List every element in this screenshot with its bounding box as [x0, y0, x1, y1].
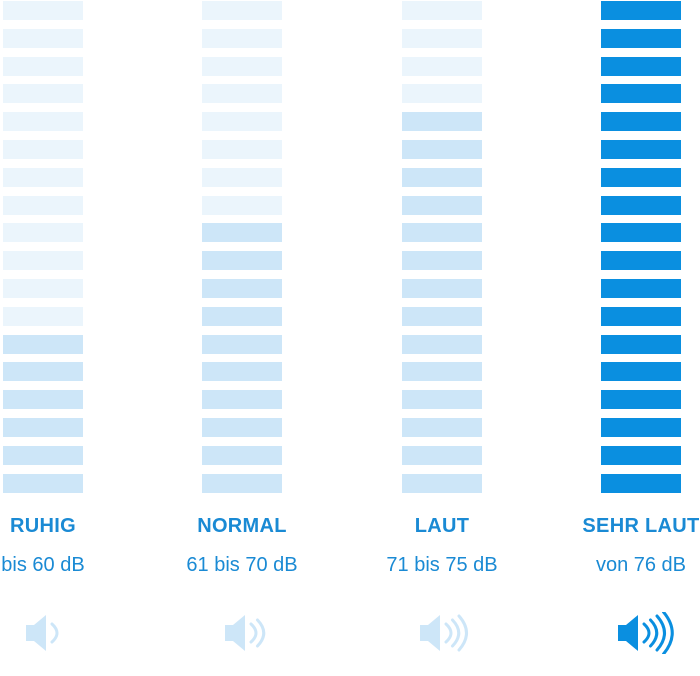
speaker-one-wave-icon	[25, 612, 85, 654]
level-range: 71 bis 75 dB	[386, 554, 498, 576]
meter-bar	[402, 112, 482, 132]
meter-bar	[601, 140, 681, 159]
meter-bar	[3, 140, 83, 159]
level-range: 61 bis 70 dB	[186, 554, 298, 576]
level-meter	[402, 0, 482, 500]
meter-bar	[402, 84, 482, 104]
meter-bar	[3, 251, 83, 271]
meter-bar	[601, 306, 681, 326]
meter-bar	[402, 56, 482, 76]
meter-bar	[3, 473, 83, 493]
level-range: von 76 dB	[595, 554, 687, 576]
meter-bar	[202, 56, 282, 76]
meter-bar	[601, 167, 681, 187]
meter-bar	[601, 195, 681, 215]
meter-bar	[3, 445, 83, 465]
level-range: bis 60 dB	[1, 554, 85, 576]
meter-bar	[601, 362, 681, 382]
meter-bar	[3, 418, 83, 437]
meter-bar	[601, 390, 681, 410]
meter-bar	[3, 56, 83, 76]
level-sehr-laut: SEHR LAUT von 76 dB	[541, 0, 700, 676]
meter-bar	[3, 279, 83, 298]
meter-bar	[601, 418, 681, 437]
meter-bar	[3, 84, 83, 104]
level-meter	[202, 0, 282, 500]
meter-bar	[601, 112, 681, 132]
meter-bar	[202, 334, 282, 354]
level-ruhig: RUHIG bis 60 dB	[0, 0, 143, 676]
meter-bar	[402, 306, 482, 326]
meter-bar	[3, 334, 83, 354]
meter-bar	[202, 279, 282, 298]
meter-bar	[202, 418, 282, 437]
meter-bar	[3, 362, 83, 382]
meter-bar	[3, 1, 83, 20]
meter-bar	[3, 390, 83, 410]
meter-bar	[601, 334, 681, 354]
level-meter	[3, 0, 83, 500]
meter-bar	[202, 362, 282, 382]
meter-bar	[402, 334, 482, 354]
meter-bar	[402, 28, 482, 48]
meter-bar	[402, 223, 482, 243]
meter-bar	[202, 251, 282, 271]
meter-bar	[202, 390, 282, 410]
level-title: NORMAL	[197, 515, 287, 537]
level-meter	[601, 0, 681, 500]
meter-bar	[202, 140, 282, 159]
meter-bar	[402, 445, 482, 465]
meter-bar	[402, 390, 482, 410]
meter-bar	[3, 112, 83, 132]
meter-bar	[402, 140, 482, 159]
meter-bar	[202, 195, 282, 215]
meter-bar	[402, 251, 482, 271]
meter-bar	[601, 56, 681, 76]
speaker-four-waves-icon	[617, 612, 677, 654]
meter-bar	[601, 251, 681, 271]
meter-bar	[202, 167, 282, 187]
meter-bar	[601, 473, 681, 493]
meter-bar	[202, 473, 282, 493]
level-laut: LAUT 71 bis 75 dB	[342, 0, 542, 676]
meter-bar	[3, 167, 83, 187]
meter-bar	[202, 1, 282, 20]
level-title: RUHIG	[10, 515, 76, 537]
meter-bar	[3, 223, 83, 243]
meter-bar	[202, 84, 282, 104]
level-normal: NORMAL 61 bis 70 dB	[142, 0, 342, 676]
meter-bar	[402, 1, 482, 20]
meter-bar	[202, 28, 282, 48]
meter-bar	[402, 473, 482, 493]
meter-bar	[202, 445, 282, 465]
meter-bar	[202, 306, 282, 326]
meter-bar	[601, 1, 681, 20]
meter-bar	[601, 223, 681, 243]
meter-bar	[3, 306, 83, 326]
meter-bar	[601, 279, 681, 298]
meter-bar	[3, 28, 83, 48]
meter-bar	[402, 418, 482, 437]
meter-bar	[3, 195, 83, 215]
meter-bar	[601, 84, 681, 104]
meter-bar	[402, 279, 482, 298]
meter-bar	[202, 112, 282, 132]
speaker-three-waves-icon	[419, 612, 479, 654]
speaker-two-waves-icon	[224, 612, 284, 654]
level-title: LAUT	[414, 515, 470, 537]
level-title: SEHR LAUT	[582, 515, 700, 537]
meter-bar	[402, 362, 482, 382]
meter-bar	[601, 445, 681, 465]
meter-bar	[402, 195, 482, 215]
meter-bar	[202, 223, 282, 243]
meter-bar	[402, 167, 482, 187]
meter-bar	[601, 28, 681, 48]
